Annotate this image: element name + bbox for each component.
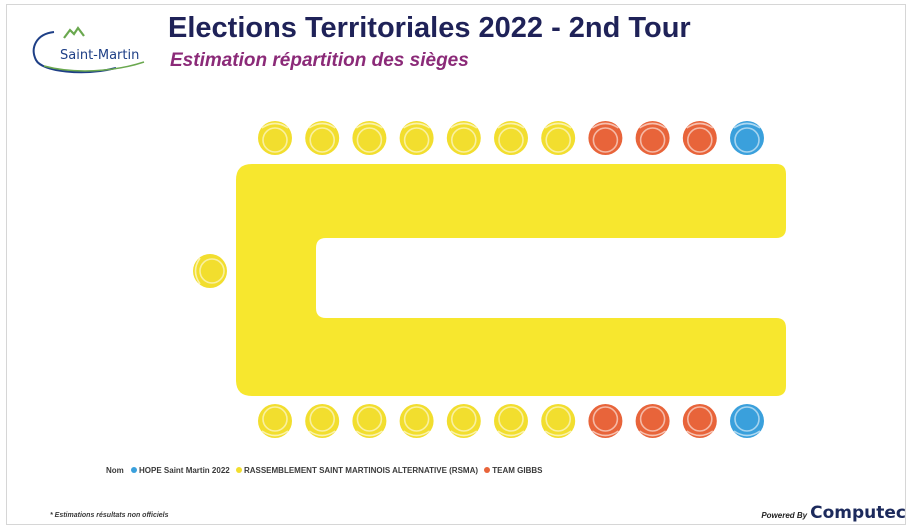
legend-item-hope: HOPE Saint Martin 2022: [130, 466, 232, 475]
powered-by-label: Powered By: [761, 511, 808, 520]
legend-swatch-hope: [131, 467, 138, 473]
seat-bottom-11: [730, 404, 764, 438]
legend: Nom HOPE Saint Martin 2022 RASSEMBLEMENT…: [106, 466, 546, 475]
seat-bottom-5: [446, 404, 481, 438]
seat-top-8: [588, 121, 623, 155]
seat-top-3: [352, 121, 387, 155]
seat-top-9: [635, 121, 670, 155]
logo-graphic: [32, 26, 145, 74]
seat-bottom-8: [588, 404, 623, 438]
page-title: Elections Territoriales 2022 - 2nd Tour: [168, 12, 691, 44]
seat-top-10: [682, 121, 717, 155]
legend-text-rsma: RASSEMBLEMENT SAINT MARTINOIS ALTERNATIV…: [243, 466, 479, 475]
seat-bottom-4: [399, 404, 434, 438]
seat-bottom-7: [541, 404, 576, 438]
seat-top-11: [730, 121, 764, 155]
legend-swatch-team-gibbs: [484, 467, 491, 473]
seat-bottom-10: [682, 404, 717, 438]
footnote: * Estimations résultats non officiels: [50, 512, 169, 519]
powered-by: Powered By Computec: [761, 503, 906, 523]
brand-logo-text: Computec: [810, 503, 906, 523]
seat-top-2: [305, 121, 340, 155]
seat-bottom-2: [305, 404, 340, 438]
legend-text-team-gibbs: TEAM GIBBS: [492, 466, 543, 475]
seat-bottom-3: [352, 404, 387, 438]
seat-bottom-9: [635, 404, 670, 438]
seat-bottom-6: [494, 404, 528, 438]
legend-swatch-rsma: [235, 467, 242, 473]
seat-top-6: [494, 121, 528, 155]
seat-top-1: [258, 121, 292, 155]
saint-martin-logo: Saint-Martin: [24, 18, 158, 80]
seat-top-4: [399, 121, 434, 155]
slide-frame: [6, 4, 906, 525]
legend-text-hope: HOPE Saint Martin 2022: [139, 466, 230, 475]
u-table: [236, 164, 786, 396]
seat-top-7: [541, 121, 576, 155]
page-subtitle: Estimation répartition des sièges: [170, 50, 469, 71]
seat-top-5: [446, 121, 481, 155]
seat-head-1: [193, 254, 227, 288]
legend-item-rsma: RASSEMBLEMENT SAINT MARTINOIS ALTERNATIV…: [235, 466, 480, 475]
logo-text: Saint-Martin: [60, 48, 140, 63]
legend-item-team-gibbs: TEAM GIBBS: [483, 466, 543, 475]
legend-label: Nom: [106, 466, 124, 475]
seat-bottom-1: [258, 404, 292, 438]
